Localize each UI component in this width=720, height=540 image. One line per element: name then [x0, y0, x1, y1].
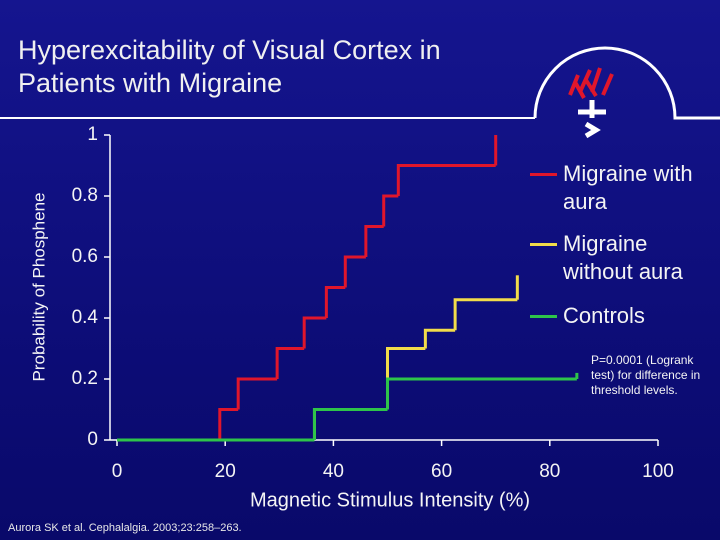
legend-swatch — [530, 243, 557, 246]
legend-swatch — [530, 315, 557, 318]
x-tick-label: 60 — [431, 461, 452, 482]
step-segment — [386, 377, 577, 410]
legend-label: Migraine with aura — [563, 161, 693, 214]
x-tick-label: 20 — [215, 461, 236, 482]
citation: Aurora SK et al. Cephalalgia. 2003;23:25… — [8, 522, 242, 534]
x-axis-label: Magnetic Stimulus Intensity (%) — [250, 489, 530, 511]
y-tick-label: 0.4 — [72, 307, 99, 328]
slide-title: Hyperexcitability of Visual Cortex in Pa… — [18, 35, 441, 98]
step-segment — [312, 408, 388, 440]
y-tick-label: 0.6 — [72, 246, 98, 267]
x-tick-label: 80 — [539, 461, 560, 482]
step-segment — [302, 316, 327, 349]
annotation: P=0.0001 (Logrank test) for difference i… — [591, 353, 701, 397]
step-segment — [423, 328, 456, 349]
step-segment — [364, 225, 384, 257]
y-axis-label: Probability of Phosphene — [29, 192, 48, 381]
y-tick-label: 1 — [87, 124, 98, 145]
step-segment — [343, 255, 366, 288]
logo-arch — [533, 46, 720, 120]
step-segment — [236, 377, 278, 410]
step-segment — [275, 347, 305, 379]
step-segment — [312, 408, 388, 440]
y-tick-label: 0.2 — [72, 368, 98, 389]
x-tick-label: 0 — [112, 461, 123, 482]
y-tick-label: 0.8 — [72, 185, 98, 206]
x-tick-label: 40 — [323, 461, 344, 482]
y-tick-label: 0 — [87, 429, 98, 450]
logo — [568, 67, 614, 139]
plot: 0 0.2 0.4 0.6 0.8 1 0 20 40 60 80 100 — [72, 124, 674, 482]
legend-label: Migraine without aura — [563, 231, 683, 284]
legend-swatch — [530, 173, 557, 176]
step-segment — [382, 194, 399, 227]
legend-label: Controls — [563, 303, 645, 328]
step-segment — [218, 408, 239, 440]
step-segment — [324, 286, 346, 318]
x-tick-label: 100 — [642, 461, 674, 482]
step-segment — [453, 298, 518, 331]
step-segment — [396, 164, 496, 196]
